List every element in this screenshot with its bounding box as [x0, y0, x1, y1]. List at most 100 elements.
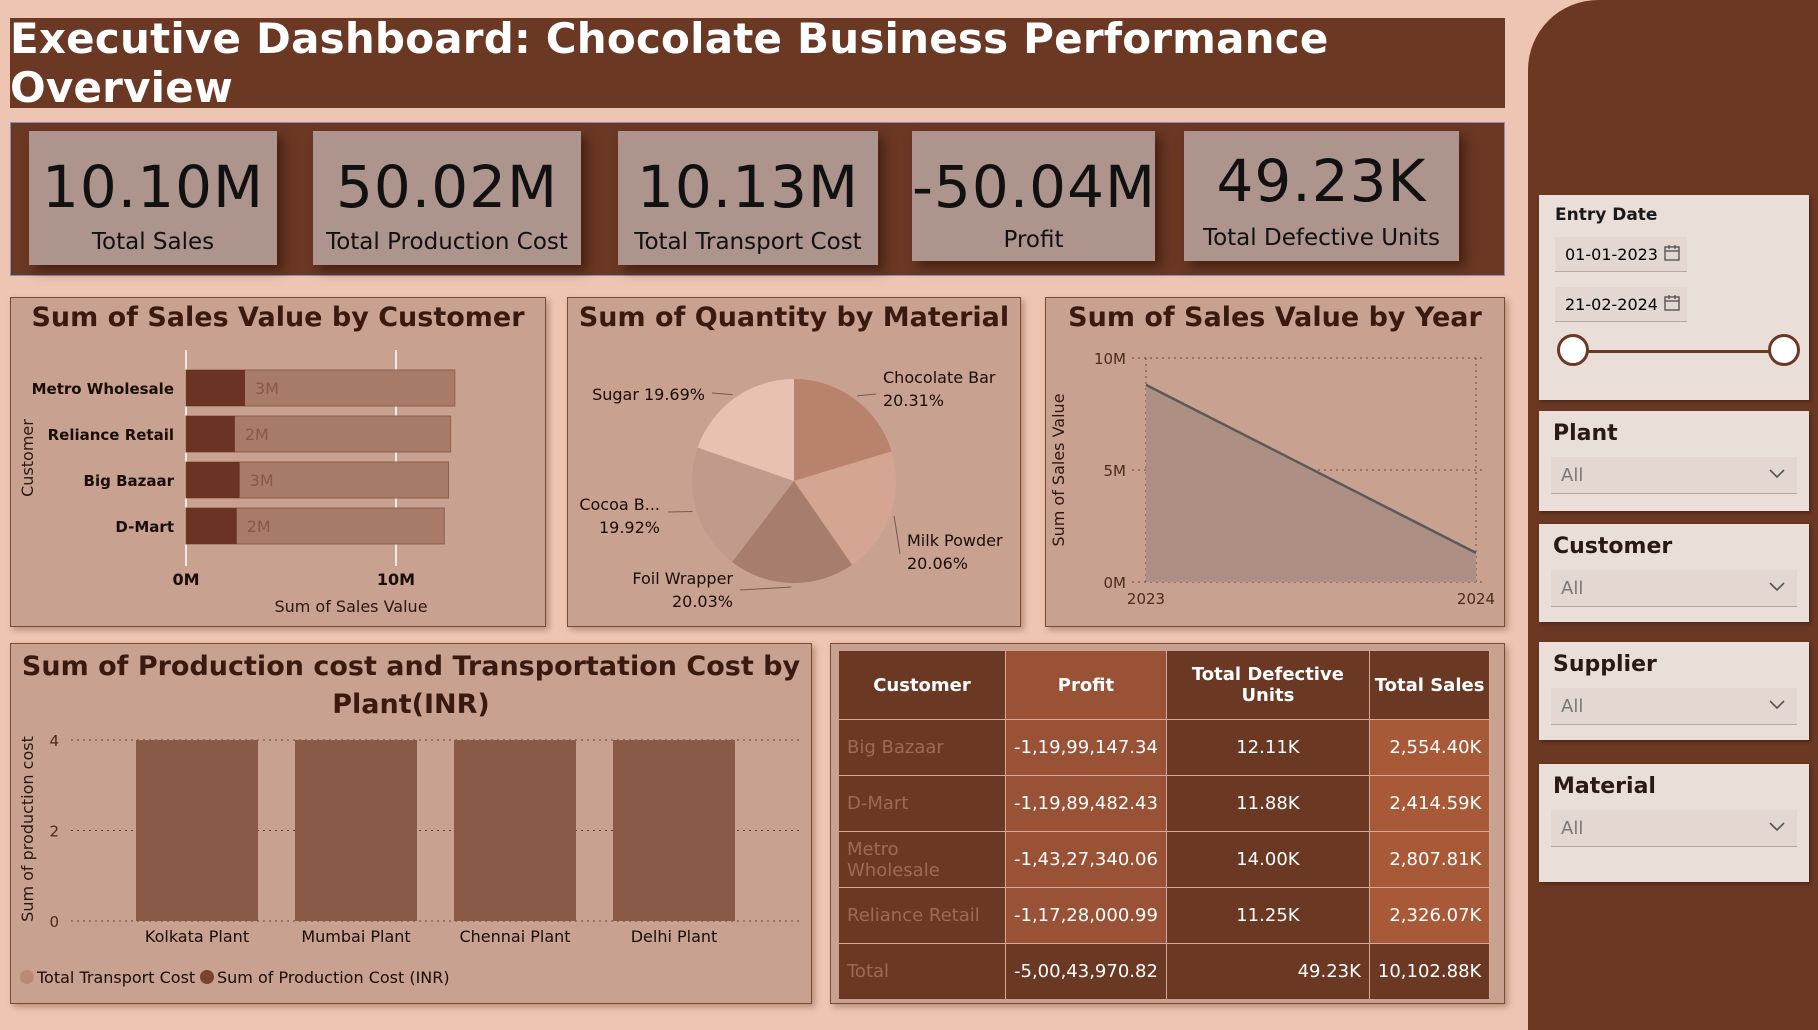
column-bar	[454, 740, 576, 921]
category-label: Big Bazaar	[84, 472, 175, 490]
table-cell-total-label: Total	[839, 943, 1006, 999]
kpi-card-total-production-cost[interactable]: 50.02M Total Production Cost	[313, 131, 581, 265]
pie-leader-line	[739, 586, 792, 591]
dropdown-value: All	[1561, 696, 1584, 717]
table-row[interactable]: D-Mart -1,19,89,482.43 11.88K 2,414.59K	[839, 775, 1491, 832]
bar	[186, 462, 240, 498]
chevron-down-icon[interactable]	[1767, 694, 1787, 714]
end-date-value: 21-02-2024	[1565, 295, 1658, 314]
kpi-card-total-transport-cost[interactable]: 10.13M Total Transport Cost	[618, 131, 878, 265]
area-fill	[1146, 384, 1476, 582]
table-total-row[interactable]: Total -5,00,43,970.82 49.23K 10,102.88K	[839, 943, 1491, 999]
chevron-down-icon[interactable]	[1767, 816, 1787, 836]
y-axis-label: Customer	[18, 419, 37, 497]
customer-slicer: Customer All	[1539, 524, 1809, 622]
chart-title: Sum of Sales Value by Customer	[31, 302, 525, 333]
table-header[interactable]: Profit	[1005, 651, 1167, 720]
legend-label: Sum of Production Cost (INR)	[217, 968, 450, 987]
end-date-input[interactable]: 21-02-2024	[1555, 287, 1687, 322]
table-cell-defective: 11.25K	[1166, 887, 1370, 944]
y-axis-label: Sum of production cost	[18, 736, 37, 922]
slicer-title: Customer	[1553, 534, 1673, 559]
entry-date-slicer: Entry Date 01-01-2023 21-02-2024	[1539, 195, 1809, 400]
kpi-card-total-sales[interactable]: 10.10M Total Sales	[29, 131, 277, 265]
chart-title-line2: Plant(INR)	[332, 689, 490, 720]
chevron-down-icon[interactable]	[1767, 576, 1787, 596]
kpi-value: -50.04M	[912, 153, 1157, 221]
quantity-by-material-card: Sum of Quantity by Material Chocolate Ba…	[567, 297, 1021, 627]
kpi-value: 50.02M	[335, 153, 559, 221]
kpi-label: Total Defective Units	[1202, 225, 1441, 251]
column-bar	[295, 740, 417, 921]
kpi-band: 10.10M Total Sales 50.02M Total Producti…	[10, 122, 1505, 276]
dropdown-value: All	[1561, 578, 1584, 599]
table-cell-sales: 2,326.07K	[1369, 887, 1491, 944]
cost-by-plant-chart: 4 2 0 Kolkata Plant Mumbai Plant Chennai Plan…	[18, 732, 801, 987]
y-tick-label: 2	[49, 823, 59, 841]
series-line	[1145, 383, 1477, 554]
material-dropdown[interactable]: All	[1551, 810, 1797, 847]
profit-table[interactable]: Customer Profit Total Defective Units To…	[839, 651, 1491, 999]
kpi-card-total-defective-units[interactable]: 49.23K Total Defective Units	[1184, 131, 1459, 261]
y-axis-label: Sum of Sales Value	[1049, 393, 1068, 546]
filter-panel: Entry Date 01-01-2023 21-02-2024 Plant	[1528, 0, 1818, 1030]
pie-label: Cocoa B...	[579, 495, 660, 514]
cost-by-plant-card: Sum of Production cost and Transportatio…	[10, 643, 812, 1004]
calendar-icon[interactable]	[1663, 244, 1681, 262]
table-cell-profit: -1,19,99,147.34	[1005, 719, 1167, 776]
table-cell-sales: 2,807.81K	[1369, 831, 1491, 888]
x-tick-label: 2023	[1127, 590, 1165, 608]
table-cell-profit: -1,19,89,482.43	[1005, 775, 1167, 832]
date-slider-track[interactable]	[1579, 350, 1783, 353]
dropdown-value: All	[1561, 465, 1584, 486]
table-cell-defective: 12.11K	[1166, 719, 1370, 776]
table-row[interactable]: Reliance Retail -1,17,28,000.99 11.25K 2…	[839, 887, 1491, 944]
date-slider-start-handle[interactable]	[1557, 334, 1589, 366]
pie-leader-line	[711, 392, 733, 396]
kpi-value: 49.23K	[1216, 147, 1427, 215]
dropdown-value: All	[1561, 818, 1584, 839]
category-label: D-Mart	[115, 518, 174, 536]
plant-dropdown[interactable]: All	[1551, 457, 1797, 494]
slicer-title: Entry Date	[1555, 205, 1658, 225]
kpi-label: Total Production Cost	[326, 229, 568, 255]
pie-slice	[692, 447, 794, 563]
x-tick-label: Mumbai Plant	[301, 927, 410, 946]
pie-label: Foil Wrapper	[632, 569, 733, 588]
table-cell-defective: 11.88K	[1166, 775, 1370, 832]
table-row[interactable]: Big Bazaar -1,19,99,147.34 12.11K 2,554.…	[839, 719, 1491, 776]
bar-data-label: 2M	[245, 425, 269, 444]
table-header[interactable]: Total Sales	[1369, 651, 1491, 720]
date-slider-end-handle[interactable]	[1768, 334, 1800, 366]
material-slicer: Material All	[1539, 764, 1809, 882]
kpi-card-profit[interactable]: -50.04M Profit	[912, 131, 1155, 261]
column-bar	[613, 740, 735, 921]
sales-by-customer-card: Sum of Sales Value by Customer 3M Metro W…	[10, 297, 546, 627]
chart-title: Sum of Quantity by Material	[578, 302, 1010, 333]
pie-slice	[794, 451, 896, 565]
bar-data-label: 2M	[247, 517, 271, 536]
table-header[interactable]: Total Defective Units	[1166, 651, 1370, 720]
table-header[interactable]: Customer	[839, 651, 1006, 720]
chart-title-line1: Sum of Production cost and Transportatio…	[21, 651, 801, 682]
pie-pct-label: 20.06%	[907, 554, 968, 573]
plant-slicer: Plant All	[1539, 411, 1809, 511]
table-cell-customer: Reliance Retail	[839, 887, 1006, 944]
pie-leader-line	[893, 515, 901, 555]
customer-dropdown[interactable]: All	[1551, 570, 1797, 607]
pie-pct-label: 19.92%	[599, 518, 660, 537]
y-tick-label: 5M	[1104, 462, 1127, 480]
supplier-dropdown[interactable]: All	[1551, 688, 1797, 725]
table-row[interactable]: Metro Wholesale -1,43,27,340.06 14.00K 2…	[839, 831, 1491, 888]
table-cell-total-profit: -5,00,43,970.82	[1005, 943, 1167, 999]
start-date-input[interactable]: 01-01-2023	[1555, 237, 1687, 272]
chevron-down-icon[interactable]	[1767, 463, 1787, 483]
pie-pct-label: 20.03%	[672, 592, 733, 611]
bar	[186, 416, 235, 452]
calendar-icon[interactable]	[1663, 294, 1681, 312]
bar-data-label: 3M	[250, 471, 274, 490]
legend-label: Total Transport Cost	[36, 968, 195, 987]
chart-title: Sum of Sales Value by Year	[1068, 302, 1482, 333]
table-cell-customer: Metro Wholesale	[839, 831, 1006, 888]
pie-label: Milk Powder	[907, 531, 1003, 550]
